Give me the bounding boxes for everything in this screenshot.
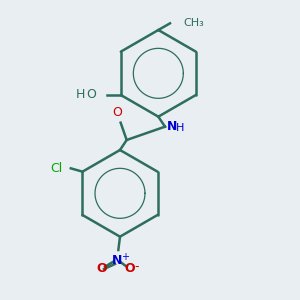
Text: +: +: [121, 252, 129, 262]
Text: CH₃: CH₃: [183, 18, 204, 28]
Text: O: O: [112, 106, 122, 119]
Text: H: H: [75, 88, 85, 101]
Text: -: -: [134, 260, 139, 273]
Text: N: N: [167, 120, 177, 133]
Text: O: O: [86, 88, 96, 101]
Text: Cl: Cl: [50, 162, 62, 175]
Text: O: O: [125, 262, 135, 275]
Text: H: H: [176, 123, 184, 133]
Text: N: N: [112, 254, 122, 266]
Text: O: O: [96, 262, 107, 275]
